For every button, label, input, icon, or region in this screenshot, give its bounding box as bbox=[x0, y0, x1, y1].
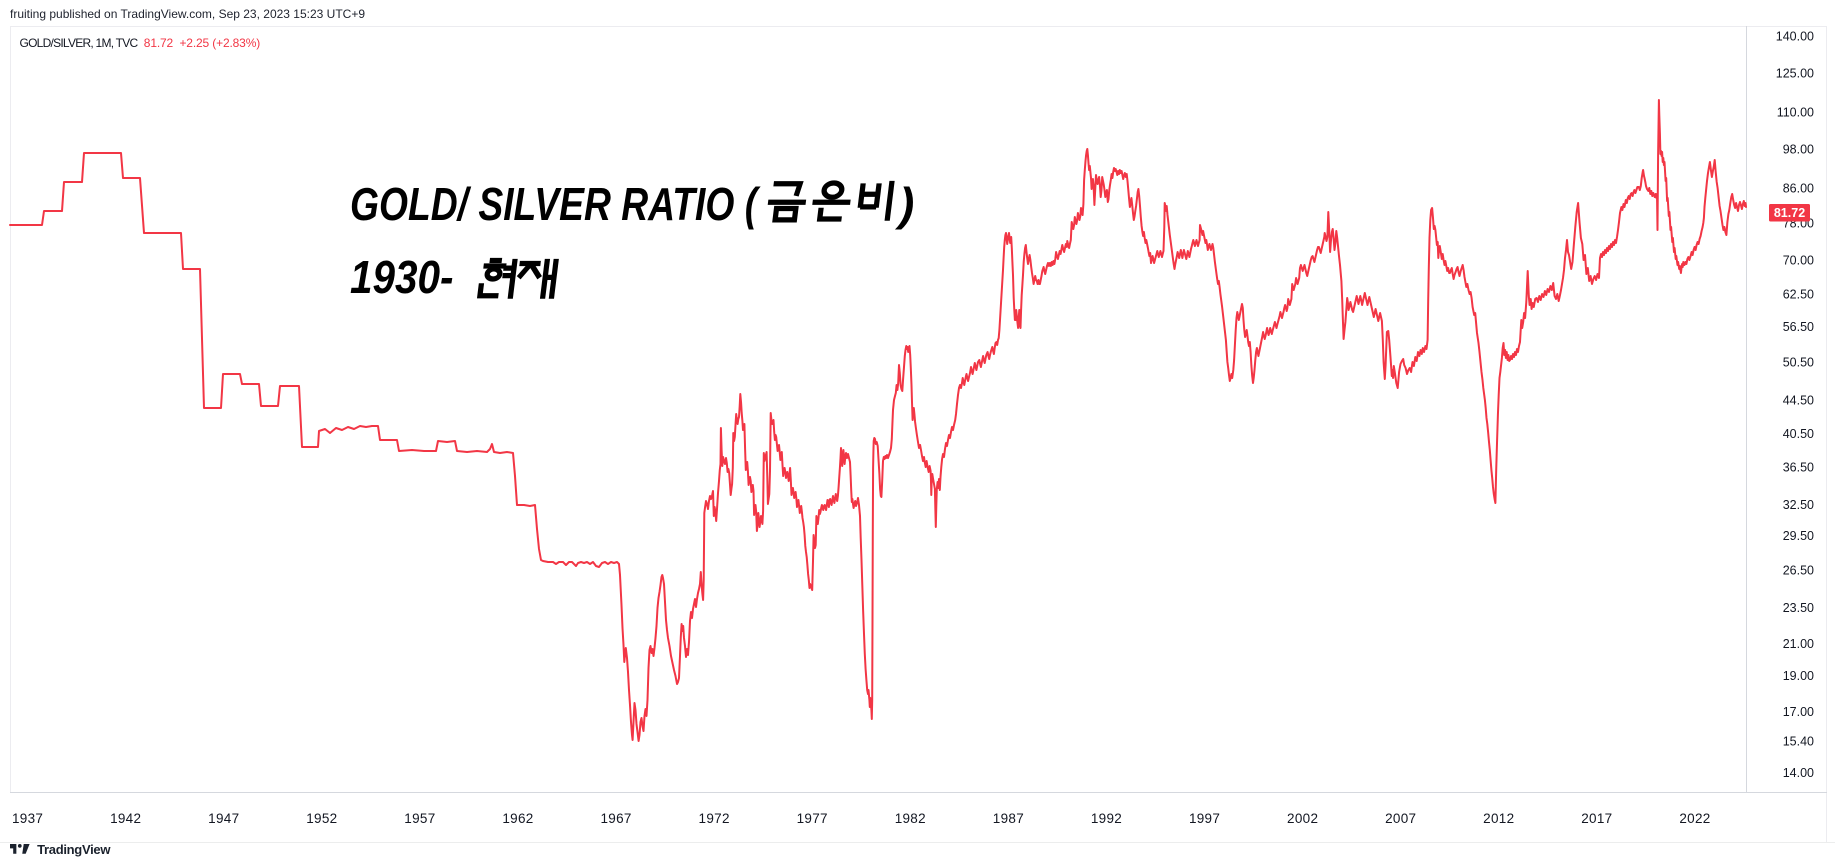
svg-text:70.00: 70.00 bbox=[1783, 254, 1814, 268]
svg-text:1967: 1967 bbox=[600, 811, 631, 826]
svg-text:1937: 1937 bbox=[12, 811, 43, 826]
svg-text:86.00: 86.00 bbox=[1783, 182, 1814, 196]
svg-text:2012: 2012 bbox=[1483, 811, 1514, 826]
svg-text:50.50: 50.50 bbox=[1783, 356, 1814, 370]
svg-text:2007: 2007 bbox=[1385, 811, 1416, 826]
svg-text:36.50: 36.50 bbox=[1783, 461, 1814, 475]
svg-text:21.00: 21.00 bbox=[1783, 637, 1814, 651]
svg-text:125.00: 125.00 bbox=[1776, 67, 1814, 81]
svg-text:1982: 1982 bbox=[895, 811, 926, 826]
svg-text:2017: 2017 bbox=[1581, 811, 1612, 826]
svg-text:1987: 1987 bbox=[993, 811, 1024, 826]
svg-text:1992: 1992 bbox=[1091, 811, 1122, 826]
svg-text:140.00: 140.00 bbox=[1776, 30, 1814, 44]
svg-text:32.50: 32.50 bbox=[1783, 498, 1814, 512]
svg-text:26.50: 26.50 bbox=[1783, 564, 1814, 578]
svg-text:14.00: 14.00 bbox=[1783, 766, 1814, 780]
svg-text:29.50: 29.50 bbox=[1783, 529, 1814, 543]
svg-text:1977: 1977 bbox=[797, 811, 828, 826]
svg-text:62.50: 62.50 bbox=[1783, 288, 1814, 302]
svg-text:19.00: 19.00 bbox=[1783, 669, 1814, 683]
svg-text:1997: 1997 bbox=[1189, 811, 1220, 826]
svg-text:1942: 1942 bbox=[110, 811, 141, 826]
svg-text:2022: 2022 bbox=[1679, 811, 1710, 826]
svg-text:1947: 1947 bbox=[208, 811, 239, 826]
svg-text:98.00: 98.00 bbox=[1783, 143, 1814, 157]
svg-text:15.40: 15.40 bbox=[1783, 735, 1814, 749]
svg-text:1957: 1957 bbox=[404, 811, 435, 826]
svg-text:1952: 1952 bbox=[306, 811, 337, 826]
svg-text:17.00: 17.00 bbox=[1783, 705, 1814, 719]
svg-text:56.50: 56.50 bbox=[1783, 320, 1814, 334]
svg-text:81.72: 81.72 bbox=[1774, 206, 1805, 220]
svg-text:44.50: 44.50 bbox=[1783, 394, 1814, 408]
svg-text:40.50: 40.50 bbox=[1783, 427, 1814, 441]
svg-text:110.00: 110.00 bbox=[1777, 106, 1814, 120]
svg-text:23.50: 23.50 bbox=[1783, 601, 1814, 615]
svg-text:2002: 2002 bbox=[1287, 811, 1318, 826]
svg-text:1962: 1962 bbox=[502, 811, 533, 826]
svg-text:1972: 1972 bbox=[699, 811, 730, 826]
